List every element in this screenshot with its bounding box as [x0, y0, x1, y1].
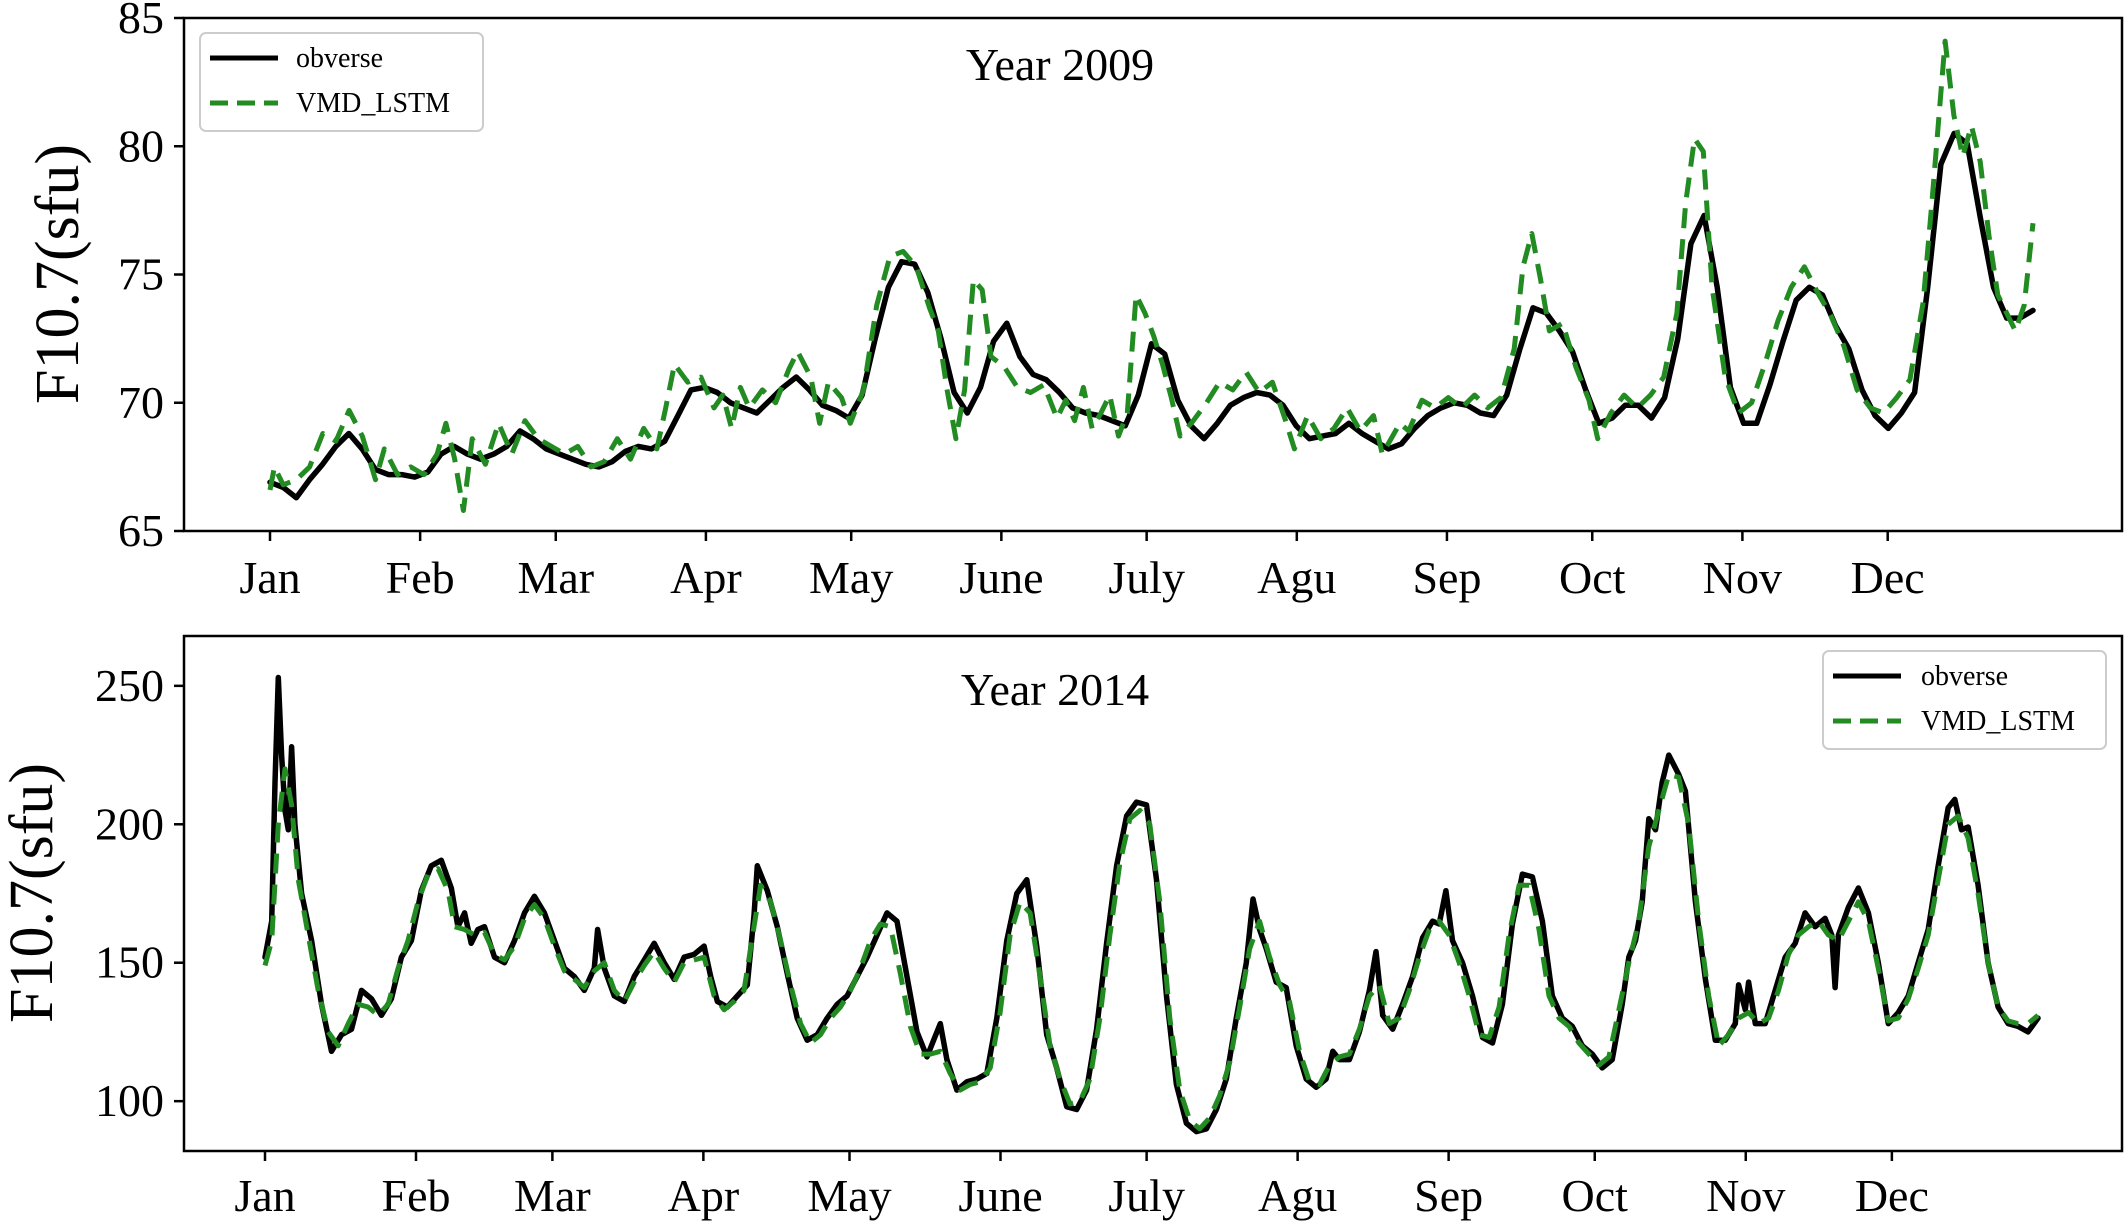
y-axis-ticks: 100 150 200 250	[95, 660, 184, 1126]
x-tick-label-july: July	[1108, 552, 1185, 603]
y-axis-ticks: 65 70 75 80 85	[118, 0, 184, 556]
x-tick-label-agu: Agu	[1257, 552, 1336, 603]
y-axis-label: F10.7(sfu)	[0, 763, 66, 1023]
x-tick-label-nov: Nov	[1703, 552, 1782, 603]
x-tick-label-oct: Oct	[1559, 552, 1626, 603]
y-tick-label: 75	[118, 249, 164, 300]
x-tick-label-apr: Apr	[668, 1170, 740, 1221]
x-tick-label-may: May	[807, 1170, 891, 1221]
y-tick-label: 85	[118, 0, 164, 43]
legend: obverse VMD_LSTM	[199, 32, 484, 132]
series-line-vmd-lstm	[267, 38, 2036, 513]
x-tick-label-sep: Sep	[1414, 1170, 1483, 1221]
y-tick-label: 200	[95, 798, 164, 849]
x-tick-label-dec: Dec	[1855, 1170, 1929, 1221]
series-line-obverse	[262, 674, 2041, 1135]
chart-title: Year 2014	[961, 664, 1149, 715]
y-tick-label: 70	[118, 377, 164, 428]
x-tick-label-dec: Dec	[1851, 552, 1925, 603]
y-axis-label: F10.7(sfu)	[24, 144, 92, 404]
chart-panel-2014: Year 2014 F10.7(sfu) 100 150 200 250 Jan Feb…	[0, 634, 2124, 1221]
plot-area-frame	[182, 634, 2124, 1153]
x-tick-label-jan: Jan	[234, 1170, 295, 1221]
x-tick-label-apr: Apr	[670, 552, 742, 603]
legend-label-obverse: obverse	[296, 43, 383, 74]
x-axis-month-ticks: Jan Feb Mar Apr May June July Agu Sep Oct Nov Dec	[234, 1151, 1929, 1221]
y-tick-label: 65	[118, 505, 164, 556]
x-tick-label-feb: Feb	[381, 1170, 450, 1221]
legend-label-obverse: obverse	[1921, 661, 2008, 692]
x-tick-label-agu: Agu	[1258, 1170, 1337, 1221]
x-tick-label-jan: Jan	[239, 552, 300, 603]
y-tick-label: 100	[95, 1075, 164, 1126]
y-tick-label: 250	[95, 660, 164, 711]
x-tick-label-sep: Sep	[1412, 552, 1481, 603]
x-tick-label-may: May	[809, 552, 893, 603]
legend-label-vmd-lstm: VMD_LSTM	[1921, 706, 2075, 737]
series-lines	[267, 38, 2036, 513]
x-tick-label-july: July	[1108, 1170, 1185, 1221]
chart-title: Year 2009	[966, 39, 1154, 90]
legend-label-vmd-lstm: VMD_LSTM	[296, 88, 450, 119]
series-line-vmd-lstm	[262, 766, 2040, 1132]
x-axis-month-ticks: Jan Feb Mar Apr May June July Agu Sep Oct Nov Dec	[239, 531, 1925, 603]
x-tick-label-nov: Nov	[1706, 1170, 1785, 1221]
y-tick-label: 80	[118, 120, 164, 171]
x-tick-label-june: June	[959, 552, 1043, 603]
y-tick-label: 150	[95, 937, 164, 988]
x-tick-label-mar: Mar	[517, 552, 594, 603]
x-tick-label-mar: Mar	[514, 1170, 591, 1221]
legend: obverse VMD_LSTM	[1822, 650, 2107, 750]
chart-panel-2009: Year 2009 F10.7(sfu) 65 70 75 80 85 Jan Feb Ma…	[24, 0, 2124, 603]
x-tick-label-feb: Feb	[386, 552, 455, 603]
series-lines	[262, 674, 2041, 1135]
series-line-obverse	[267, 130, 2036, 501]
x-tick-label-june: June	[958, 1170, 1042, 1221]
x-tick-label-oct: Oct	[1562, 1170, 1629, 1221]
